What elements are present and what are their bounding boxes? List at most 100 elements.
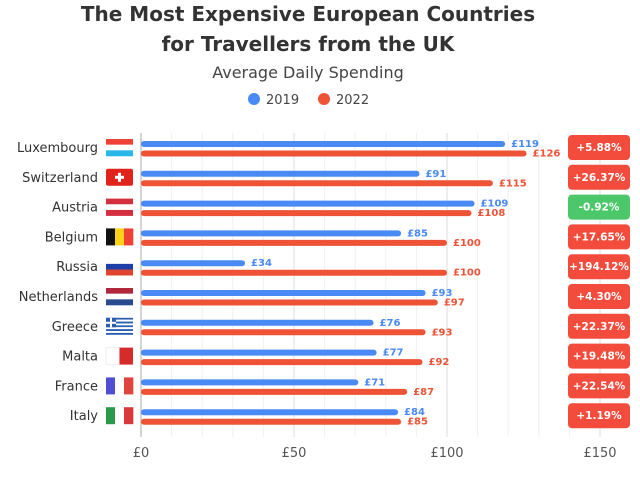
x-tick-label: £150 [583, 446, 616, 461]
bar-2019 [141, 141, 506, 147]
category-label: Malta [62, 350, 98, 365]
bar-2019 [141, 409, 399, 416]
change-badge [568, 164, 630, 190]
value-label-2019: £76 [380, 318, 401, 329]
chart-title-line-2: for Travellers from the UK [162, 32, 456, 56]
bar-2019 [141, 319, 374, 326]
netherlands-flag-icon [106, 288, 133, 306]
flag-stripe [106, 150, 133, 157]
flag-stripe [106, 319, 133, 322]
value-label-2019: £84 [404, 407, 425, 418]
value-label-2019: £119 [511, 139, 539, 150]
flag-stripe [106, 317, 133, 320]
legend: 2019 2022 [248, 93, 369, 108]
legend-label-2019[interactable]: 2019 [266, 93, 299, 108]
austria-flag-icon [106, 198, 133, 216]
value-label-2022: £108 [477, 208, 505, 219]
category-label: Netherlands [19, 290, 98, 305]
chart-title-line-1: The Most Expensive European Countries [81, 2, 535, 26]
value-label-2019: £91 [425, 169, 446, 180]
value-label-2022: £126 [533, 149, 561, 160]
change-badge-label: +26.37% [573, 172, 626, 184]
bar-2019 [141, 170, 420, 177]
change-badge [568, 254, 630, 280]
change-badge [568, 403, 630, 429]
russia-flag-icon [106, 258, 133, 276]
category-label: Austria [52, 201, 98, 216]
value-label-2022: £97 [444, 298, 465, 309]
flag-stripe [119, 347, 133, 365]
value-label-2019: £109 [481, 199, 509, 210]
value-label-2022: £92 [429, 357, 450, 368]
change-badge-label: +1.19% [576, 410, 622, 422]
change-badge-label: +22.37% [573, 321, 626, 333]
bar-2022 [141, 180, 493, 187]
flag-cross [115, 175, 124, 179]
change-badge [568, 194, 630, 220]
value-label-2022: £100 [453, 238, 481, 249]
flag-stripe [106, 198, 133, 205]
france-flag-icon [106, 377, 134, 395]
bar-2019 [141, 379, 359, 386]
flag-stripe [106, 407, 116, 425]
flag-stripe [106, 269, 133, 276]
value-label-2022: £115 [499, 178, 527, 189]
value-label-2022: £93 [432, 327, 453, 338]
category-label: Switzerland [22, 171, 98, 186]
change-badge-label: +4.30% [576, 291, 622, 303]
flag-stripe [106, 321, 133, 324]
flag-stripe [115, 377, 125, 395]
bar-2022 [141, 210, 472, 217]
change-badge-label: -0.92% [579, 202, 620, 214]
change-badge [568, 313, 630, 339]
luxembourg-flag-icon [106, 139, 133, 157]
bar-2019 [141, 290, 426, 296]
bar-2022 [141, 329, 426, 336]
change-badge-label: +19.48% [573, 351, 626, 363]
flag-stripe [124, 228, 134, 246]
category-label: Luxembourg [17, 141, 98, 156]
flag-stripe [106, 263, 133, 270]
change-badge [568, 373, 630, 399]
legend-marker-2019[interactable] [248, 93, 260, 105]
change-badge-label: +17.65% [573, 231, 626, 243]
value-label-2019: £71 [364, 377, 385, 388]
value-label-2022: £87 [413, 387, 434, 398]
value-label-2019: £77 [383, 348, 404, 359]
legend-marker-2022[interactable] [318, 93, 330, 105]
change-badge-label: +22.54% [573, 380, 626, 392]
bar-2019 [141, 230, 402, 237]
value-label-2022: £85 [407, 417, 428, 428]
bar-2022 [141, 359, 423, 366]
x-tick-label: £100 [430, 446, 463, 461]
flag-cross [106, 321, 116, 324]
bar-2022 [141, 239, 447, 246]
change-badge [568, 224, 630, 250]
flag-stripe [106, 327, 133, 330]
flag-stripe [106, 209, 133, 216]
chart-subtitle: Average Daily Spending [212, 63, 404, 82]
flag-stripe [106, 288, 133, 294]
x-tick-label: £0 [133, 446, 150, 461]
flag-stripe [115, 407, 125, 425]
category-label: Russia [56, 260, 98, 275]
legend-label-2022[interactable]: 2022 [336, 93, 369, 108]
value-label-2022: £100 [453, 268, 481, 279]
malta-flag-icon [105, 347, 133, 366]
category-label: Greece [52, 320, 98, 335]
flag-stripe [124, 407, 134, 425]
flag-stripe [106, 258, 133, 265]
switzerland-flag-icon [106, 168, 133, 186]
change-badge-label: +194.12% [569, 261, 629, 273]
flag-stripe [106, 323, 133, 326]
change-badge [568, 343, 630, 369]
bar-2022 [141, 269, 447, 276]
change-badge [568, 135, 630, 160]
flag-stripe [105, 347, 120, 366]
italy-flag-icon [106, 407, 134, 425]
flag-stripe [106, 293, 133, 300]
flag-stripe [106, 228, 116, 246]
bar-2022 [141, 388, 408, 395]
flag-stripe [115, 228, 125, 246]
